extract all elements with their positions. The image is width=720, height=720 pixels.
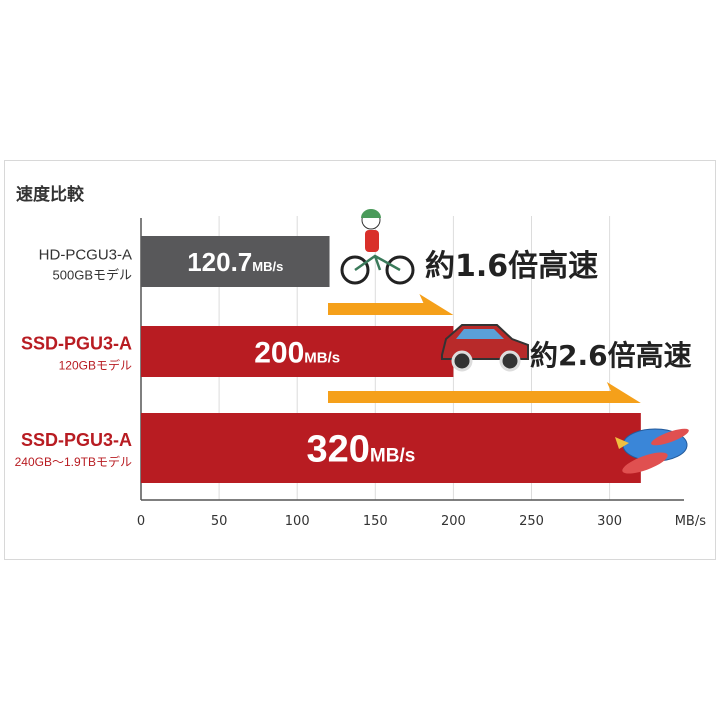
value-unit: MB/s [304,349,340,366]
speedup-label: 約1.6倍高速 [425,249,598,284]
bar [141,326,454,377]
x-tick-label: 250 [519,514,544,529]
bicycle-frame [354,254,401,272]
bicycle-icon [340,255,370,285]
value-number: 120.7 [187,247,252,277]
speedup-arrow [328,382,641,403]
car-window [456,329,504,339]
bar-value-label: 120.7MB/s [187,247,283,277]
x-tick-label: 100 [285,514,310,529]
category-sub: 120GBモデル [59,358,132,373]
value-unit: MB/s [252,259,283,274]
car-wheel [499,350,521,372]
bar [141,236,330,287]
category-name: SSD-PGU3-A [21,334,132,354]
x-axis-label: MB/s [675,514,707,529]
bicycle-wheel [385,255,415,285]
bar-value-label: 320MB/s [307,429,416,471]
x-tick-label: 200 [441,514,466,529]
x-tick-label: 0 [137,514,145,529]
airplane-tail [615,437,629,449]
rider-helmet [361,209,381,218]
category-name: SSD-PGU3-A [21,430,132,450]
category-name: HD-PCGU3-A [39,247,132,264]
car-wheel [451,350,473,372]
category-sub: 240GB～1.9TBモデル [15,454,132,469]
bar-value-label: 200MB/s [254,336,340,369]
category-sub: 500GBモデル [53,268,132,283]
value-number: 200 [254,336,304,369]
value-number: 320 [307,429,370,471]
airplane-wing [651,428,689,446]
chart-panel [4,160,716,560]
speedup-arrow [328,294,454,315]
rider-body [365,230,379,252]
x-tick-label: 150 [363,514,388,529]
bar [141,413,641,483]
airplane-wing [622,452,668,474]
speedup-label: 約2.6倍高速 [530,339,692,372]
value-unit: MB/s [370,446,415,467]
x-tick-label: 50 [211,514,228,529]
x-tick-label: 300 [597,514,622,529]
chart-title: 速度比較 [16,184,85,205]
